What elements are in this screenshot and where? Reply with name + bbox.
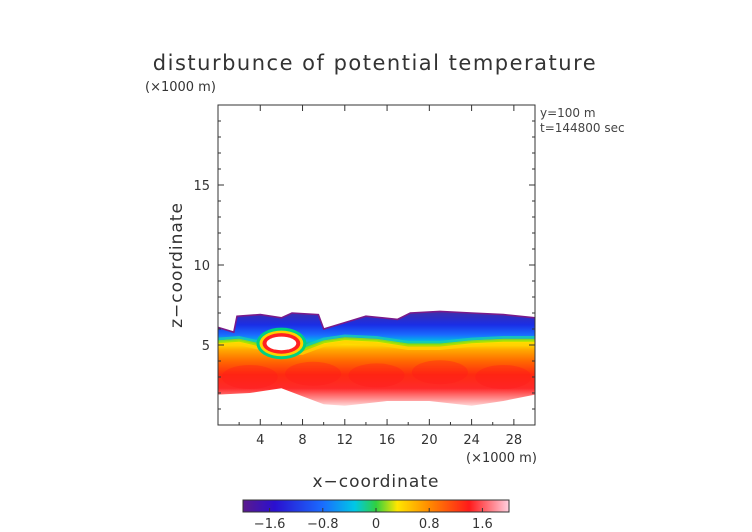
colorbar-tick-label-4: 1.6 [472,517,493,532]
y-unit-label: (×1000 m) [145,80,216,95]
warm-core-3 [411,360,468,385]
warm-core-2 [348,363,405,388]
warm-core-1 [285,361,342,386]
y-tick-label-1: 10 [193,259,210,274]
x-tick-label-1: 8 [298,433,306,448]
colorbar-tick-label-2: 0 [372,517,380,532]
colorbar-tick-label-1: −0.8 [307,517,339,532]
y-tick-label-2: 15 [193,179,210,194]
x-tick-label-6: 28 [506,433,523,448]
x-tick-label-2: 12 [337,433,354,448]
x-tick-label-3: 16 [379,433,396,448]
y-tick-label-0: 5 [202,339,210,354]
info-time-value: t=144800 sec [540,121,625,135]
x-tick-label-4: 20 [421,433,438,448]
x-tick-label-5: 24 [463,433,480,448]
warm-core-0 [221,365,278,389]
colorbar-tick-label-0: −1.6 [254,517,286,532]
x-axis-label: x−coordinate [313,472,440,492]
info-y-value: y=100 m [540,106,596,120]
warm-core-4 [475,365,532,389]
top-boundary-contour [218,310,535,334]
chart-title: disturbunce of potential temperature [153,51,597,75]
y-axis-label: z−coordinate [167,202,187,328]
x-unit-label: (×1000 m) [466,451,537,466]
x-tick-label-0: 4 [256,433,264,448]
colorbar-tick-label-3: 0.8 [419,517,440,532]
bubble-core [266,336,297,351]
